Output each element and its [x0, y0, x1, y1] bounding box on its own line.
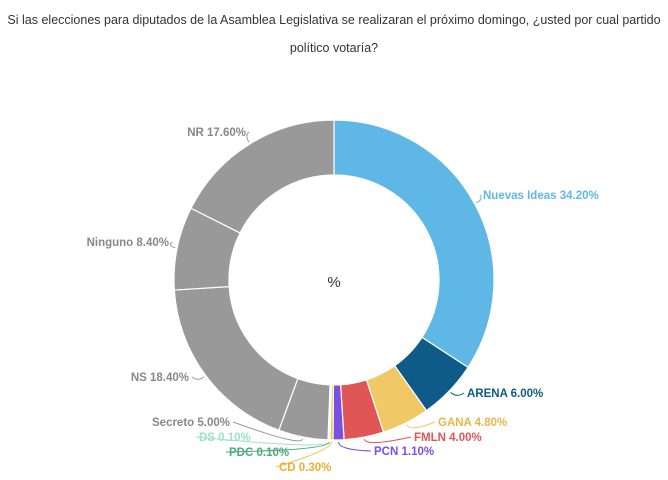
slice-ns[interactable]	[173, 285, 299, 431]
connector-nuevas-ideas	[476, 194, 482, 204]
label-nr: NR 17.60%	[187, 127, 246, 139]
connector-fmln	[363, 436, 412, 444]
connector-pdc	[225, 441, 330, 453]
label-gana: GANA 4.80%	[438, 417, 507, 429]
connector-arena	[450, 391, 465, 396]
chart-title-line-1: Si las elecciones para diputados de la A…	[7, 13, 661, 27]
label-ninguno: Ninguno 8.40%	[87, 237, 169, 249]
connector-cd	[275, 441, 332, 468]
label-fmln: FMLN 4.00%	[414, 432, 482, 444]
donut-center-label: %	[327, 274, 340, 291]
label-nuevas-ideas: Nuevas Ideas 34.20%	[483, 190, 599, 202]
label-connectors	[169, 131, 482, 468]
chart-title: Si las elecciones para diputados de la A…	[0, 6, 668, 62]
donut-slices	[173, 119, 495, 441]
label-cd: CD 0.30%	[279, 462, 331, 474]
connector-nr	[246, 131, 250, 143]
label-pcn: PCN 1.10%	[374, 446, 434, 458]
label-pdc: PDC 0.10%	[229, 447, 289, 459]
connector-pcn	[338, 441, 372, 452]
connector-secreto	[232, 421, 304, 442]
label-ns: NS 18.40%	[131, 372, 189, 384]
slice-labels: Nuevas Ideas 34.20% ARENA 6.00% GANA 4.80%…	[87, 127, 599, 474]
slice-nuevas-ideas[interactable]	[333, 119, 495, 369]
label-ds: DS 0.10%	[199, 432, 251, 444]
label-arena: ARENA 6.00%	[467, 388, 543, 400]
label-secreto: Secreto 5.00%	[152, 417, 230, 429]
connector-ns	[191, 376, 205, 380]
chart-title-line-2: político votaría?	[289, 41, 379, 55]
slice-nr[interactable]	[190, 119, 335, 234]
connector-ds	[195, 436, 329, 446]
connector-gana	[406, 421, 436, 429]
connector-ninguno	[169, 241, 176, 249]
